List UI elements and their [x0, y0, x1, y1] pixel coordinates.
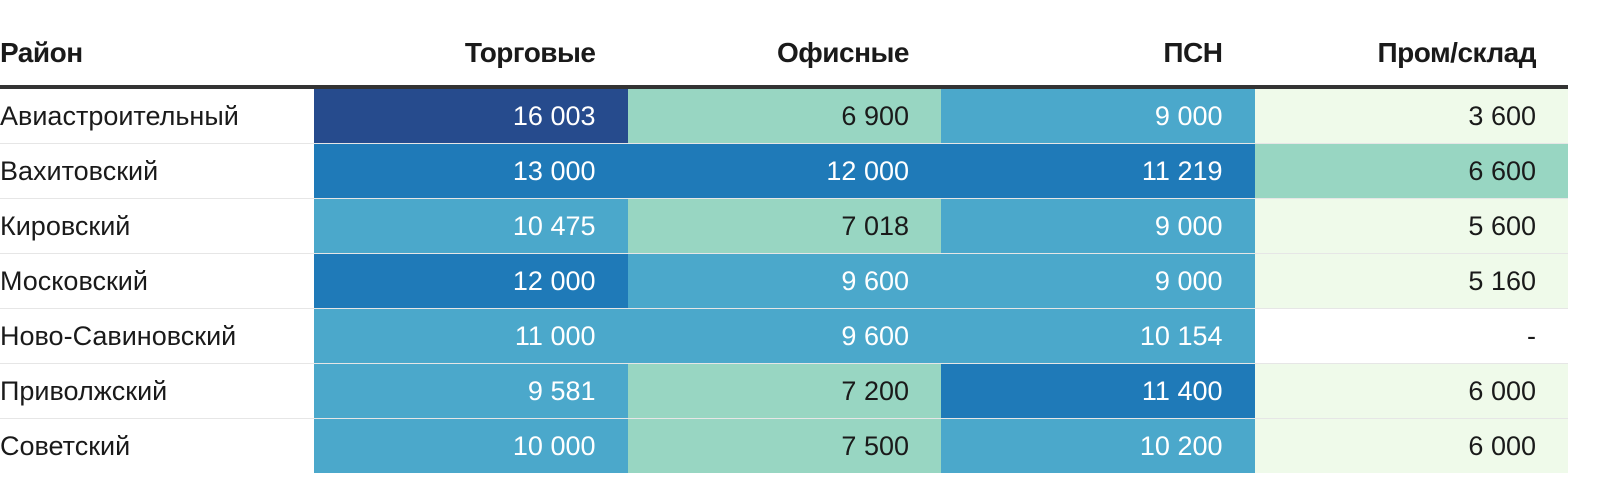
- column-header-industrial-warehouse: Пром/склад: [1254, 20, 1568, 89]
- row-label: Московский: [0, 253, 314, 309]
- heatmap-cell: 6 000: [1254, 363, 1568, 419]
- heatmap-cell: 9 000: [941, 253, 1255, 309]
- row-label: Авиастроительный: [0, 87, 314, 144]
- table-row: Советский 10 000 7 500 10 200 6 000: [0, 418, 1568, 473]
- row-label: Кировский: [0, 198, 314, 254]
- heatmap-cell: 7 018: [627, 198, 941, 254]
- heatmap-cell: 9 000: [941, 87, 1255, 144]
- heatmap-cell: 12 000: [314, 253, 628, 309]
- heatmap-cell: 10 154: [941, 308, 1255, 364]
- heatmap-cell: 10 000: [314, 418, 628, 473]
- table-row: Ново-Савиновский 11 000 9 600 10 154-: [0, 308, 1568, 364]
- table-row: Кировский 10 475 7 018 9 000 5 600: [0, 198, 1568, 254]
- table-row: Московский 12 000 9 600 9 000 5 160: [0, 253, 1568, 309]
- heatmap-cell: 11 000: [314, 308, 628, 364]
- row-label: Ново-Савиновский: [0, 308, 314, 364]
- heatmap-cell: 6 000: [1254, 418, 1568, 473]
- column-header-psn: ПСН: [941, 20, 1255, 89]
- heatmap-cell: 12 000: [627, 143, 941, 199]
- heatmap-cell: 5 160: [1254, 253, 1568, 309]
- heatmap-cell: 7 200: [627, 363, 941, 419]
- row-label: Советский: [0, 430, 131, 461]
- column-header-district: Район: [0, 20, 314, 89]
- heatmap-cell: 9 600: [627, 308, 941, 364]
- heatmap-cell: 16 003: [314, 87, 628, 144]
- heatmap-cell: 3 600: [1254, 87, 1568, 144]
- column-header-retail: Торговые: [314, 20, 628, 89]
- heatmap-cell: 10 200: [941, 418, 1255, 473]
- table-row: Приволжский 9 581 7 200 11 400 6 000: [0, 363, 1568, 419]
- heatmap-cell: 9 600: [627, 253, 941, 309]
- heatmap-cell: 13 000: [314, 143, 628, 199]
- heatmap-cell: 7 500: [627, 418, 941, 473]
- row-label: Вахитовский: [0, 143, 314, 199]
- heatmap-cell: 9 000: [941, 198, 1255, 254]
- heatmap-cell: 5 600: [1254, 198, 1568, 254]
- heatmap-cell: 11 219: [941, 143, 1255, 199]
- table-row: Вахитовский 13 000 12 000 11 219 6 600: [0, 143, 1568, 199]
- table-row: Авиастроительный 16 003 6 900 9 000 3 600: [0, 87, 1568, 144]
- heatmap-cell: 10 475: [314, 198, 628, 254]
- heatmap-cell: 9 581: [314, 363, 628, 419]
- heatmap-cell: 6 900: [627, 87, 941, 144]
- heatmap-cell: 11 400: [941, 363, 1255, 419]
- heatmap-cell: -: [1254, 308, 1568, 364]
- column-header-office: Офисные: [627, 20, 941, 89]
- heatmap-cell: 6 600: [1254, 143, 1568, 199]
- header-row: Район Торговые Офисные ПСН Пром/склад: [0, 20, 1568, 89]
- heatmap-table: Район Торговые Офисные ПСН Пром/склад Ав…: [0, 20, 1568, 473]
- row-label: Приволжский: [0, 363, 314, 419]
